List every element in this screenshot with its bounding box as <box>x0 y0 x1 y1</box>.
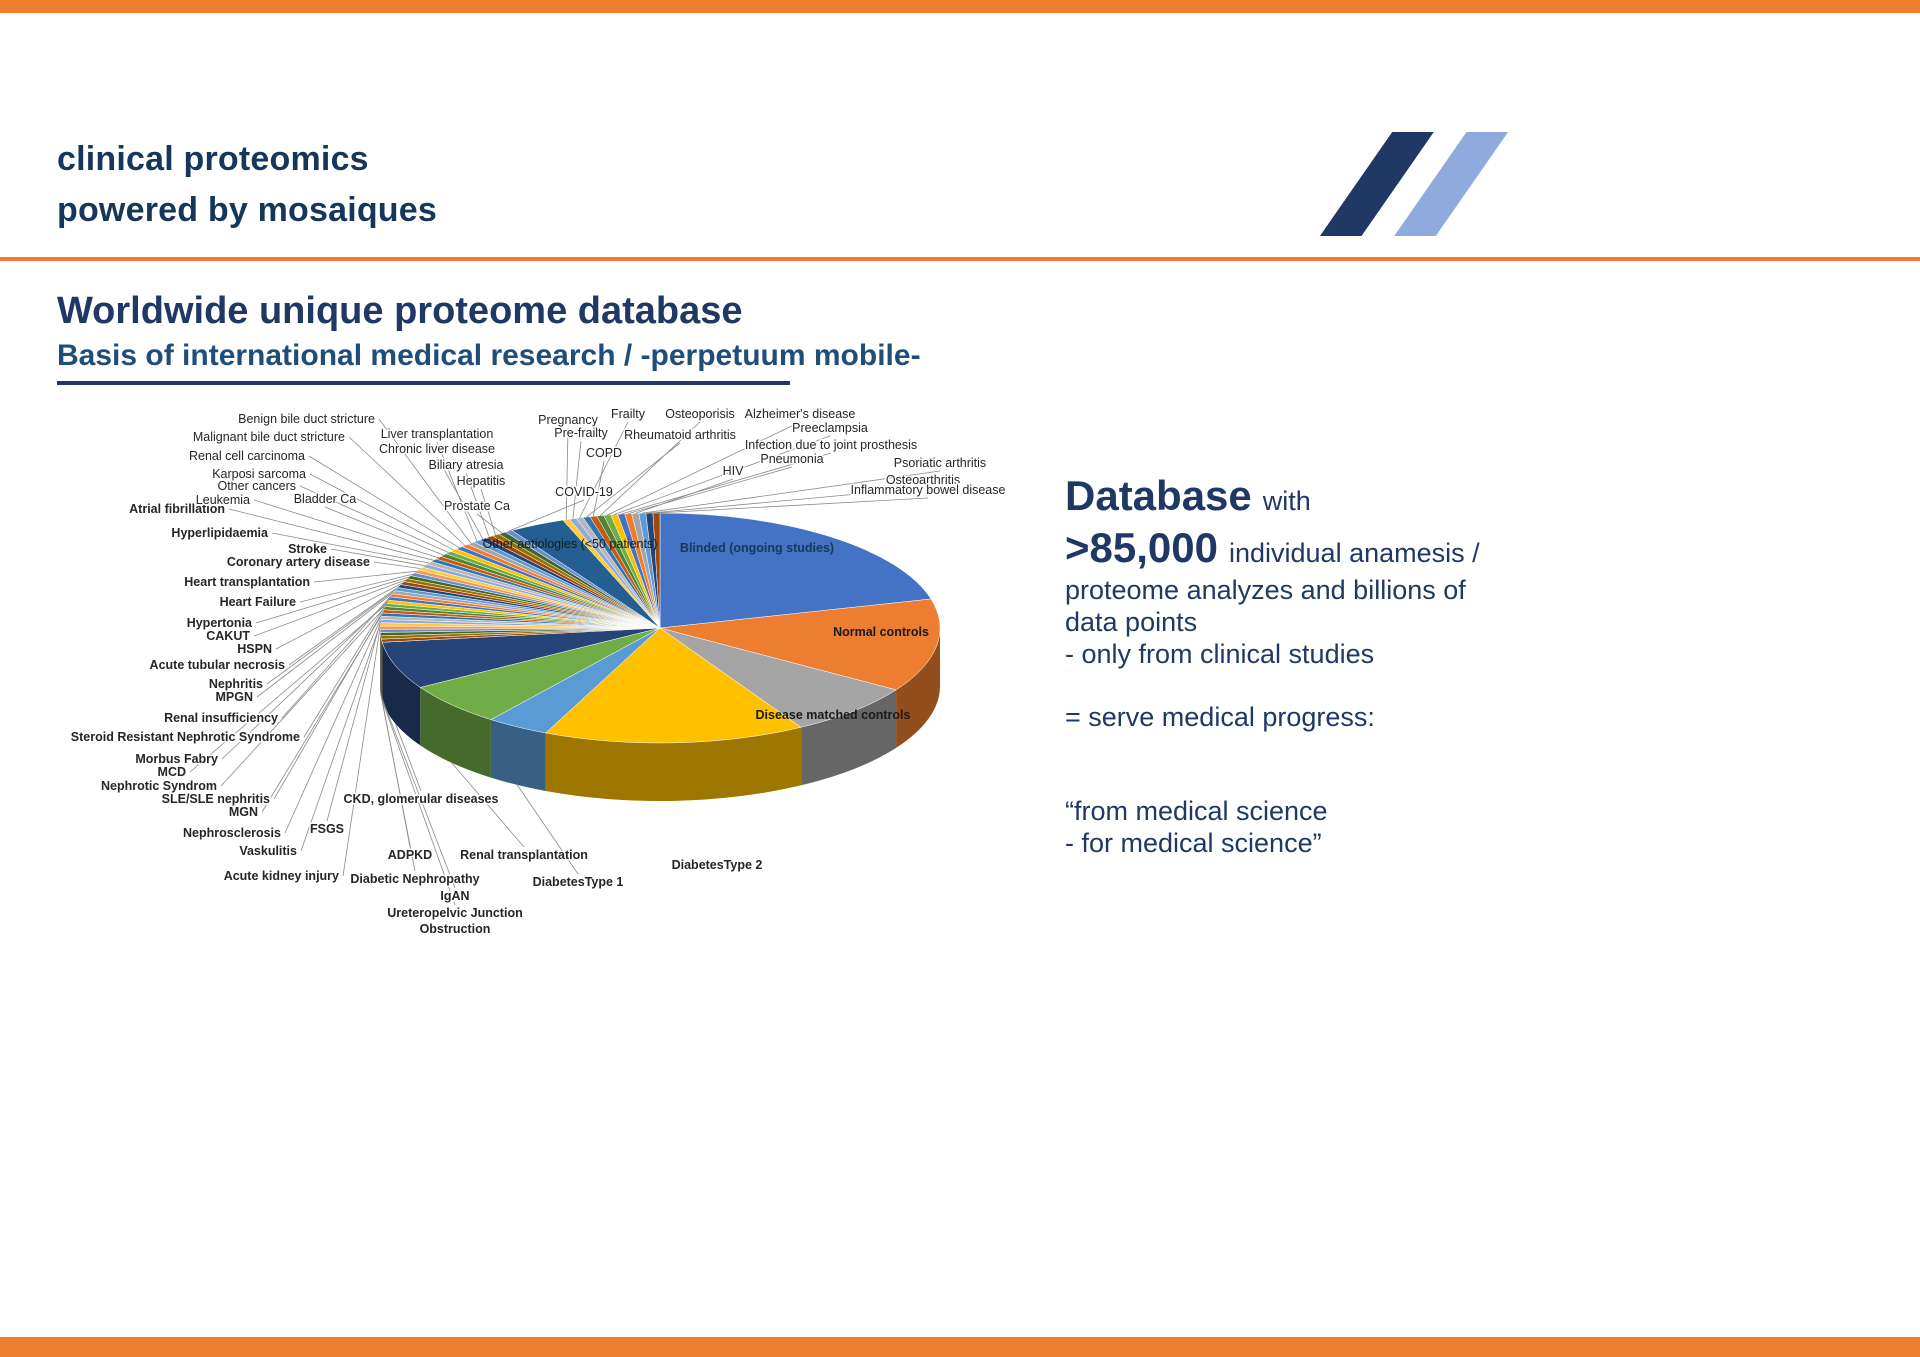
svg-text:Ureteropelvic Junction: Ureteropelvic Junction <box>387 906 522 920</box>
proteome-pie-chart: Blinded (ongoing studies) Normal controls… <box>60 395 1040 965</box>
svg-text:Nephrosclerosis: Nephrosclerosis <box>183 826 281 840</box>
svg-text:Nephritis: Nephritis <box>209 677 263 691</box>
svg-text:Atrial fibrillation: Atrial fibrillation <box>129 502 225 516</box>
svg-text:Renal insufficiency: Renal insufficiency <box>164 711 278 725</box>
svg-text:Stroke: Stroke <box>288 542 327 556</box>
svg-text:Liver transplantation: Liver transplantation <box>381 427 494 441</box>
database-word: Database <box>1065 472 1252 519</box>
mosaiques-logo <box>1319 132 1509 236</box>
brand-line2: powered by mosaiques <box>57 191 437 229</box>
svg-text:Pre-frailty: Pre-frailty <box>554 426 608 440</box>
count-headline: >85,000 individual anamesis / <box>1065 522 1585 574</box>
svg-text:FSGS: FSGS <box>310 822 344 836</box>
svg-text:CAKUT: CAKUT <box>206 629 250 643</box>
svg-text:Blinded (ongoing studies): Blinded (ongoing studies) <box>680 541 834 555</box>
bottom-accent-bar <box>0 1337 1920 1357</box>
svg-text:Preeclampsia: Preeclampsia <box>792 421 868 435</box>
svg-text:Other aetiologies (<50 patient: Other aetiologies (<50 patients) <box>483 537 658 551</box>
svg-text:Hypertonia: Hypertonia <box>187 616 253 630</box>
brand-line1: clinical proteomics <box>57 140 369 178</box>
summary-quote-2: - for medical science” <box>1065 828 1322 858</box>
svg-text:Rheumatoid arthritis: Rheumatoid arthritis <box>624 428 736 442</box>
svg-text:Alzheimer's disease: Alzheimer's disease <box>745 407 856 421</box>
svg-text:DiabetesType 1: DiabetesType 1 <box>533 875 624 889</box>
svg-text:Acute tubular necrosis: Acute tubular necrosis <box>150 658 285 672</box>
database-word-rest: with <box>1262 486 1311 516</box>
svg-text:Pneumonia: Pneumonia <box>760 452 823 466</box>
svg-text:Obstruction: Obstruction <box>420 922 491 936</box>
svg-text:Coronary artery disease: Coronary artery disease <box>227 555 370 569</box>
svg-text:Renal transplantation: Renal transplantation <box>460 848 588 862</box>
svg-text:ADPKD: ADPKD <box>388 848 432 862</box>
header-divider <box>0 257 1920 261</box>
summary-quote-1: “from medical science <box>1065 796 1328 826</box>
logo-light-stroke-icon <box>1394 132 1509 236</box>
svg-text:MCD: MCD <box>158 765 186 779</box>
svg-text:Leukemia: Leukemia <box>196 493 250 507</box>
summary-line-5: - only from clinical studies <box>1065 639 1375 669</box>
svg-text:Inflammatory bowel disease: Inflammatory bowel disease <box>851 483 1006 497</box>
svg-text:Other cancers: Other cancers <box>217 479 296 493</box>
svg-text:Diabetic Nephropathy: Diabetic Nephropathy <box>350 872 479 886</box>
svg-text:Hepatitis: Hepatitis <box>457 474 506 488</box>
svg-text:Pregnancy: Pregnancy <box>538 413 599 427</box>
svg-text:Karposi sarcoma: Karposi sarcoma <box>212 467 306 481</box>
svg-text:Benign bile duct stricture: Benign bile duct stricture <box>238 412 375 426</box>
svg-text:DiabetesType 2: DiabetesType 2 <box>672 858 763 872</box>
svg-text:Frailty: Frailty <box>611 407 646 421</box>
pie-chart-canvas: Blinded (ongoing studies) Normal controls… <box>69 406 1007 938</box>
svg-text:Heart transplantation: Heart transplantation <box>184 575 310 589</box>
svg-text:Biliary atresia: Biliary atresia <box>428 458 503 472</box>
summary-line-4: data points <box>1065 607 1198 637</box>
svg-text:Vaskulitis: Vaskulitis <box>239 844 297 858</box>
svg-text:Disease matched controls: Disease matched controls <box>756 708 911 722</box>
count-value: >85,000 <box>1065 524 1218 571</box>
logo-dark-stroke-icon <box>1319 132 1434 236</box>
summary-line-3: proteome analyzes and billions of <box>1065 575 1466 605</box>
database-summary-panel: Database with >85,000 individual anamesis … <box>1065 470 1585 859</box>
svg-text:COVID-19: COVID-19 <box>555 485 613 499</box>
svg-text:SLE/SLE nephritis: SLE/SLE nephritis <box>162 792 270 806</box>
top-accent-bar <box>0 0 1920 13</box>
svg-text:Heart Failure: Heart Failure <box>220 595 296 609</box>
svg-text:Morbus Fabry: Morbus Fabry <box>135 752 218 766</box>
svg-text:Psoriatic arthritis: Psoriatic arthritis <box>894 456 986 470</box>
brand-wordmark: clinical proteomics powered by mosaiques <box>57 134 437 236</box>
svg-text:IgAN: IgAN <box>440 889 469 903</box>
svg-text:Normal controls: Normal controls <box>833 625 929 639</box>
svg-text:CKD, glomerular diseases: CKD, glomerular diseases <box>344 792 499 806</box>
svg-text:Acute kidney injury: Acute kidney injury <box>224 869 339 883</box>
svg-text:HIV: HIV <box>723 464 745 478</box>
svg-text:Nephrotic Syndrom: Nephrotic Syndrom <box>101 779 217 793</box>
svg-text:MGN: MGN <box>229 805 258 819</box>
svg-text:HSPN: HSPN <box>237 642 272 656</box>
svg-text:Hyperlipidaemia: Hyperlipidaemia <box>171 526 269 540</box>
page-subtitle: Basis of international medical research … <box>57 339 921 372</box>
svg-text:Prostate Ca: Prostate Ca <box>444 499 510 513</box>
summary-line-6: = serve medical progress: <box>1065 702 1375 732</box>
svg-text:Renal cell carcinoma: Renal cell carcinoma <box>189 449 305 463</box>
svg-text:Chronic liver disease: Chronic liver disease <box>379 442 495 456</box>
page-title: Worldwide unique proteome database <box>57 290 743 332</box>
svg-text:COPD: COPD <box>586 446 622 460</box>
svg-text:Malignant bile duct stricture: Malignant bile duct stricture <box>193 430 345 444</box>
subtitle-underline <box>57 381 790 385</box>
svg-text:Bladder Ca: Bladder Ca <box>294 492 357 506</box>
svg-text:Steroid Resistant Nephrotic Sy: Steroid Resistant Nephrotic Syndrome <box>71 730 300 744</box>
svg-text:Osteoporisis: Osteoporisis <box>665 407 734 421</box>
svg-text:Osteoarthritis: Osteoarthritis <box>886 473 960 487</box>
svg-text:Infection due to joint prosthe: Infection due to joint prosthesis <box>745 438 917 452</box>
svg-text:MPGN: MPGN <box>216 690 254 704</box>
count-rest: individual anamesis / <box>1229 538 1480 568</box>
database-headline: Database with <box>1065 470 1585 522</box>
